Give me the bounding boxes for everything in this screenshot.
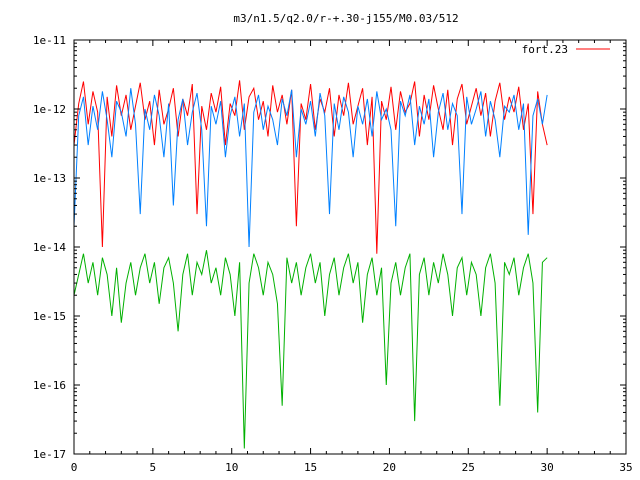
series-line-1 xyxy=(73,88,548,248)
y-tick-label: 1e-13 xyxy=(33,172,66,185)
legend: fort.23 xyxy=(522,43,610,56)
x-tick-label: 30 xyxy=(541,461,554,474)
x-tick-label: 0 xyxy=(71,461,78,474)
x-tick-label: 25 xyxy=(462,461,475,474)
y-tick-label: 1e-12 xyxy=(33,103,66,116)
y-tick-label: 1e-16 xyxy=(33,379,66,392)
plot-border xyxy=(73,39,627,455)
series-line-0 xyxy=(73,80,548,254)
x-tick-label: 15 xyxy=(304,461,317,474)
x-tick-label: 20 xyxy=(383,461,396,474)
chart-title: m3/n1.5/q2.0/r-+.30-j155/M0.03/512 xyxy=(233,12,458,25)
y-tick-label: 1e-17 xyxy=(33,448,66,461)
axis-layer: 0 5 10 15 20 25 30 35 1e-17 1e-16 1e-15 1e-14 1e-13 1… xyxy=(33,34,633,474)
y-tick-label: 1e-11 xyxy=(33,34,66,47)
y-tick-label: 1e-14 xyxy=(33,241,66,254)
x-tick-label: 5 xyxy=(150,461,157,474)
y-tick-label: 1e-15 xyxy=(33,310,66,323)
x-tick-label: 10 xyxy=(225,461,238,474)
series-layer xyxy=(73,80,548,449)
x-tick-label: 35 xyxy=(619,461,632,474)
legend-label-fort-23: fort.23 xyxy=(522,43,568,56)
series-line-2 xyxy=(73,250,548,449)
